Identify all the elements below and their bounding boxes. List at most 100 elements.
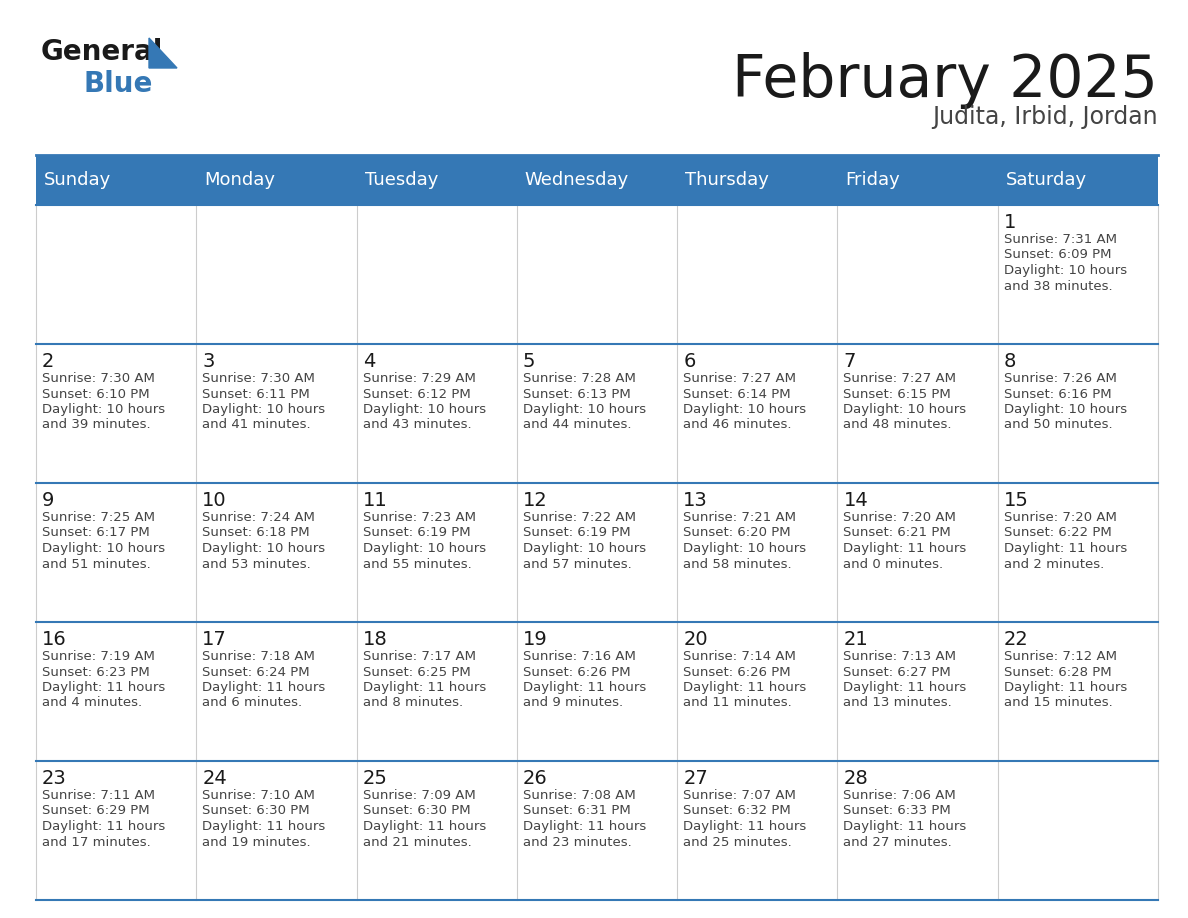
- Text: Sunrise: 7:27 AM: Sunrise: 7:27 AM: [843, 372, 956, 385]
- Text: 22: 22: [1004, 630, 1029, 649]
- Polygon shape: [148, 38, 177, 68]
- Text: Sunset: 6:14 PM: Sunset: 6:14 PM: [683, 387, 791, 400]
- Text: Sunday: Sunday: [44, 171, 112, 189]
- FancyBboxPatch shape: [36, 344, 196, 483]
- Text: Daylight: 11 hours: Daylight: 11 hours: [843, 542, 967, 555]
- Text: Sunset: 6:18 PM: Sunset: 6:18 PM: [202, 527, 310, 540]
- Text: Sunrise: 7:28 AM: Sunrise: 7:28 AM: [523, 372, 636, 385]
- Text: Sunrise: 7:24 AM: Sunrise: 7:24 AM: [202, 511, 315, 524]
- Text: Daylight: 11 hours: Daylight: 11 hours: [523, 681, 646, 694]
- Text: Daylight: 11 hours: Daylight: 11 hours: [362, 681, 486, 694]
- FancyBboxPatch shape: [838, 205, 998, 344]
- Text: Sunset: 6:28 PM: Sunset: 6:28 PM: [1004, 666, 1111, 678]
- Text: 4: 4: [362, 352, 375, 371]
- Text: Sunrise: 7:30 AM: Sunrise: 7:30 AM: [42, 372, 154, 385]
- FancyBboxPatch shape: [196, 761, 356, 900]
- Text: 1: 1: [1004, 213, 1016, 232]
- FancyBboxPatch shape: [838, 622, 998, 761]
- Text: Sunrise: 7:21 AM: Sunrise: 7:21 AM: [683, 511, 796, 524]
- Text: Sunrise: 7:11 AM: Sunrise: 7:11 AM: [42, 789, 154, 802]
- Text: and 50 minutes.: and 50 minutes.: [1004, 419, 1112, 431]
- FancyBboxPatch shape: [356, 205, 517, 344]
- Text: and 2 minutes.: and 2 minutes.: [1004, 557, 1104, 570]
- FancyBboxPatch shape: [517, 344, 677, 483]
- Text: Sunrise: 7:23 AM: Sunrise: 7:23 AM: [362, 511, 475, 524]
- Text: Wednesday: Wednesday: [525, 171, 630, 189]
- Text: and 21 minutes.: and 21 minutes.: [362, 835, 472, 848]
- FancyBboxPatch shape: [196, 205, 356, 344]
- FancyBboxPatch shape: [677, 205, 838, 344]
- FancyBboxPatch shape: [998, 483, 1158, 622]
- Text: Daylight: 10 hours: Daylight: 10 hours: [1004, 403, 1127, 416]
- Text: 26: 26: [523, 769, 548, 788]
- Text: 5: 5: [523, 352, 536, 371]
- Text: Daylight: 10 hours: Daylight: 10 hours: [843, 403, 967, 416]
- Text: Sunrise: 7:27 AM: Sunrise: 7:27 AM: [683, 372, 796, 385]
- Text: 3: 3: [202, 352, 215, 371]
- Text: and 13 minutes.: and 13 minutes.: [843, 697, 952, 710]
- FancyBboxPatch shape: [196, 344, 356, 483]
- Text: Daylight: 11 hours: Daylight: 11 hours: [202, 681, 326, 694]
- Text: 24: 24: [202, 769, 227, 788]
- Text: Sunset: 6:09 PM: Sunset: 6:09 PM: [1004, 249, 1111, 262]
- Text: Sunset: 6:16 PM: Sunset: 6:16 PM: [1004, 387, 1111, 400]
- Text: Sunset: 6:19 PM: Sunset: 6:19 PM: [523, 527, 631, 540]
- Text: and 51 minutes.: and 51 minutes.: [42, 557, 151, 570]
- FancyBboxPatch shape: [517, 761, 677, 900]
- Text: and 43 minutes.: and 43 minutes.: [362, 419, 472, 431]
- Text: and 23 minutes.: and 23 minutes.: [523, 835, 632, 848]
- Text: 25: 25: [362, 769, 387, 788]
- Text: Sunset: 6:23 PM: Sunset: 6:23 PM: [42, 666, 150, 678]
- Text: Daylight: 11 hours: Daylight: 11 hours: [202, 820, 326, 833]
- Text: Sunrise: 7:22 AM: Sunrise: 7:22 AM: [523, 511, 636, 524]
- Text: Sunset: 6:20 PM: Sunset: 6:20 PM: [683, 527, 791, 540]
- FancyBboxPatch shape: [517, 483, 677, 622]
- FancyBboxPatch shape: [998, 761, 1158, 900]
- Text: Daylight: 11 hours: Daylight: 11 hours: [1004, 542, 1127, 555]
- Text: Sunrise: 7:10 AM: Sunrise: 7:10 AM: [202, 789, 315, 802]
- Text: and 41 minutes.: and 41 minutes.: [202, 419, 311, 431]
- Text: 16: 16: [42, 630, 67, 649]
- Text: 27: 27: [683, 769, 708, 788]
- Text: Daylight: 10 hours: Daylight: 10 hours: [42, 542, 165, 555]
- Text: 6: 6: [683, 352, 695, 371]
- Text: and 55 minutes.: and 55 minutes.: [362, 557, 472, 570]
- Text: Sunset: 6:31 PM: Sunset: 6:31 PM: [523, 804, 631, 818]
- Text: Daylight: 10 hours: Daylight: 10 hours: [683, 542, 807, 555]
- Text: 10: 10: [202, 491, 227, 510]
- Text: Daylight: 11 hours: Daylight: 11 hours: [1004, 681, 1127, 694]
- FancyBboxPatch shape: [356, 344, 517, 483]
- Text: and 46 minutes.: and 46 minutes.: [683, 419, 791, 431]
- FancyBboxPatch shape: [36, 761, 196, 900]
- FancyBboxPatch shape: [517, 622, 677, 761]
- Text: Sunset: 6:30 PM: Sunset: 6:30 PM: [362, 804, 470, 818]
- FancyBboxPatch shape: [517, 205, 677, 344]
- Text: February 2025: February 2025: [732, 52, 1158, 109]
- FancyBboxPatch shape: [356, 622, 517, 761]
- Text: Daylight: 11 hours: Daylight: 11 hours: [843, 820, 967, 833]
- FancyBboxPatch shape: [998, 344, 1158, 483]
- Text: Sunset: 6:32 PM: Sunset: 6:32 PM: [683, 804, 791, 818]
- FancyBboxPatch shape: [36, 483, 196, 622]
- Text: 14: 14: [843, 491, 868, 510]
- Text: and 15 minutes.: and 15 minutes.: [1004, 697, 1112, 710]
- Text: Judita, Irbid, Jordan: Judita, Irbid, Jordan: [933, 105, 1158, 129]
- Text: 11: 11: [362, 491, 387, 510]
- Text: and 48 minutes.: and 48 minutes.: [843, 419, 952, 431]
- Text: Sunset: 6:24 PM: Sunset: 6:24 PM: [202, 666, 310, 678]
- Text: Sunrise: 7:16 AM: Sunrise: 7:16 AM: [523, 650, 636, 663]
- Text: Daylight: 11 hours: Daylight: 11 hours: [42, 820, 165, 833]
- Text: Daylight: 10 hours: Daylight: 10 hours: [523, 403, 646, 416]
- Text: Sunrise: 7:20 AM: Sunrise: 7:20 AM: [843, 511, 956, 524]
- Text: Daylight: 10 hours: Daylight: 10 hours: [1004, 264, 1127, 277]
- FancyBboxPatch shape: [677, 483, 838, 622]
- Text: Daylight: 10 hours: Daylight: 10 hours: [362, 542, 486, 555]
- Text: Sunrise: 7:20 AM: Sunrise: 7:20 AM: [1004, 511, 1117, 524]
- Text: 12: 12: [523, 491, 548, 510]
- Text: Sunrise: 7:30 AM: Sunrise: 7:30 AM: [202, 372, 315, 385]
- Text: Daylight: 11 hours: Daylight: 11 hours: [42, 681, 165, 694]
- Text: Sunrise: 7:26 AM: Sunrise: 7:26 AM: [1004, 372, 1117, 385]
- Text: and 6 minutes.: and 6 minutes.: [202, 697, 303, 710]
- Text: Sunrise: 7:08 AM: Sunrise: 7:08 AM: [523, 789, 636, 802]
- Text: and 8 minutes.: and 8 minutes.: [362, 697, 462, 710]
